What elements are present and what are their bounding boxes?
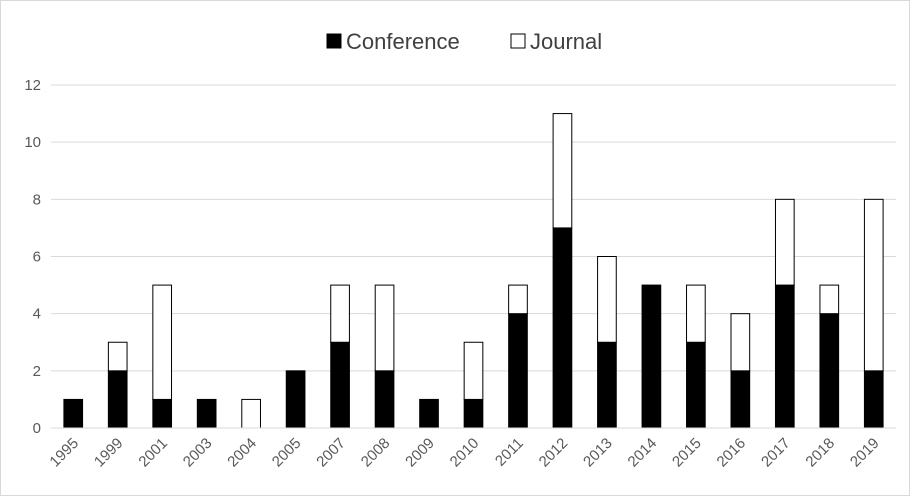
y-tick-label: 4 xyxy=(33,306,41,323)
bar-journal-2010 xyxy=(463,341,484,400)
legend-label-journal: Journal xyxy=(530,29,602,54)
bar-conference-2015 xyxy=(686,341,706,429)
legend-label-conference: Conference xyxy=(346,29,460,54)
bar-conference-2018 xyxy=(819,313,840,429)
x-tick-label: 2018 xyxy=(802,435,838,471)
bar-conference-2003 xyxy=(196,398,217,429)
bar-conference-2009 xyxy=(419,398,439,429)
bar-conference-2012 xyxy=(552,227,573,429)
bar-conference-2013 xyxy=(597,341,617,429)
legend: Conference Journal xyxy=(326,29,602,54)
bar-journal-2018 xyxy=(819,284,840,315)
x-tick-label: 2013 xyxy=(580,435,616,471)
y-tick-label: 10 xyxy=(24,134,41,151)
x-axis-ticks: 1995 1999 2001 2003 2004 2005 2007 2008 2009 2010… xyxy=(46,435,882,471)
bar-conference-2017 xyxy=(774,284,795,429)
x-tick-label: 2007 xyxy=(313,435,349,471)
bar-journal-2008 xyxy=(374,284,395,372)
x-tick-label: 2019 xyxy=(847,435,883,471)
y-tick-label: 0 xyxy=(33,420,41,437)
bar-conference-2016 xyxy=(730,370,751,429)
legend-swatch-journal xyxy=(510,33,526,49)
x-tick-label: 2017 xyxy=(758,435,794,471)
x-tick-label: 2003 xyxy=(180,435,216,471)
bar-conference-2005 xyxy=(285,370,306,429)
x-tick-label: 2004 xyxy=(224,435,260,471)
legend-swatch-conference xyxy=(326,33,342,49)
x-tick-label: 1999 xyxy=(91,435,127,471)
y-axis-ticks: 0 2 4 6 8 10 12 xyxy=(24,77,41,437)
bar-conference-2008 xyxy=(374,370,395,429)
bar-journal-2011 xyxy=(508,284,528,315)
bar-journal-2013 xyxy=(597,256,617,343)
bar-journal-2012 xyxy=(552,113,573,229)
y-tick-label: 8 xyxy=(33,191,41,208)
x-tick-label: 1995 xyxy=(46,435,82,471)
y-tick-label: 6 xyxy=(33,249,41,266)
bar-conference-2011 xyxy=(508,313,528,429)
bar-conference-1995 xyxy=(63,398,84,429)
bar-conference-2019 xyxy=(863,370,884,429)
x-tick-label: 2016 xyxy=(714,435,750,471)
bar-conference-2007 xyxy=(330,341,350,429)
bar-conference-2001 xyxy=(152,398,173,429)
bar-journal-2015 xyxy=(686,284,706,343)
y-tick-label: 2 xyxy=(33,363,41,380)
x-tick-label: 2014 xyxy=(625,435,661,471)
x-tick-label: 2001 xyxy=(135,435,171,471)
bar-journal-2004 xyxy=(241,398,261,429)
x-tick-label: 2005 xyxy=(269,435,305,471)
bar-journal-2019 xyxy=(863,198,884,372)
bars xyxy=(63,113,884,429)
y-tick-label: 12 xyxy=(24,77,41,94)
bar-conference-2014 xyxy=(641,284,662,429)
x-tick-label: 2008 xyxy=(358,435,394,471)
x-tick-label: 2012 xyxy=(536,435,572,471)
x-tick-label: 2015 xyxy=(669,435,705,471)
bar-journal-2001 xyxy=(152,284,173,400)
gridlines xyxy=(51,84,896,372)
bar-conference-1999 xyxy=(107,370,128,429)
bar-conference-2010 xyxy=(463,398,484,429)
x-tick-label: 2011 xyxy=(492,435,527,470)
bar-journal-2017 xyxy=(774,198,795,286)
bar-journal-2007 xyxy=(330,284,350,343)
bar-journal-1999 xyxy=(107,341,128,372)
x-tick-label: 2010 xyxy=(447,435,483,471)
bar-journal-2016 xyxy=(730,313,751,372)
x-tick-label: 2009 xyxy=(402,435,438,471)
